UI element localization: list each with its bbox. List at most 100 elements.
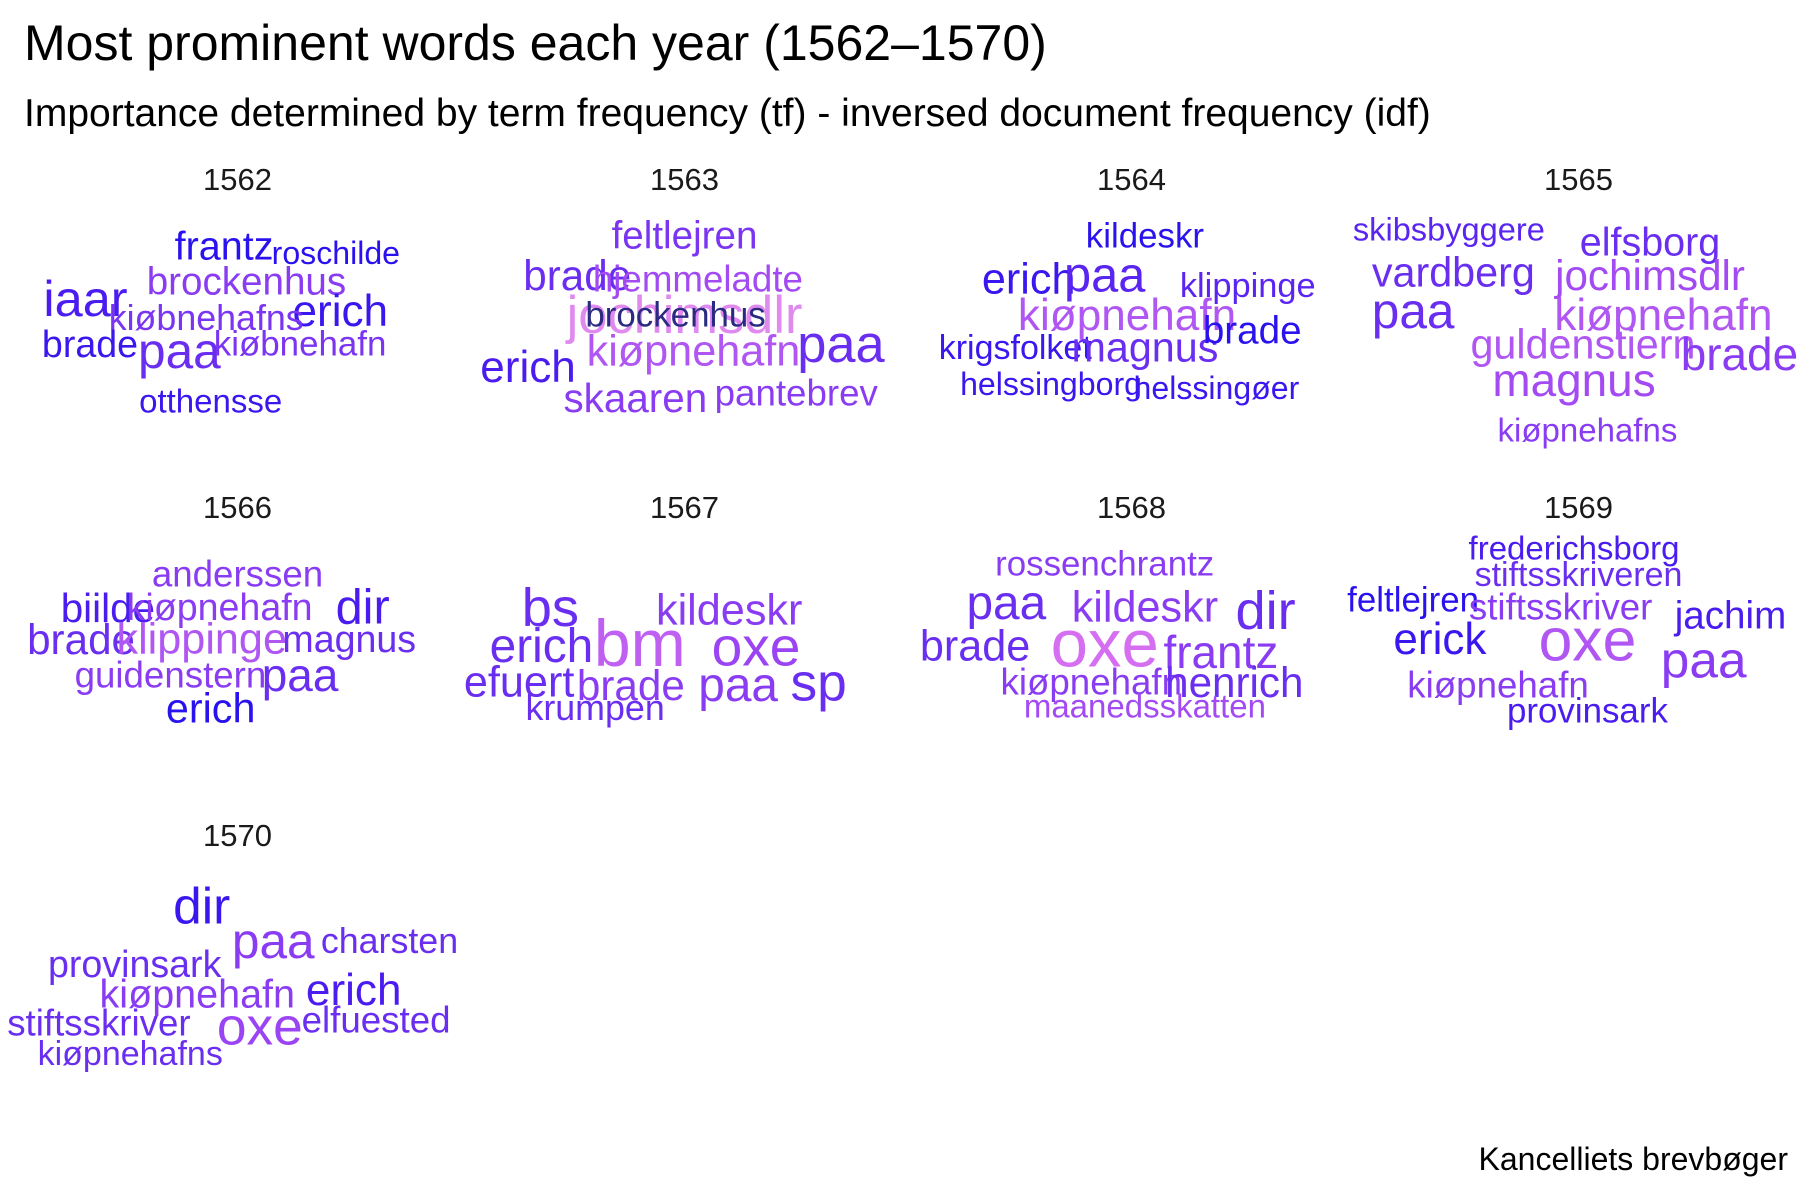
panel-year-label: 1565 [1544,162,1613,197]
word-dir: dir [1235,580,1296,641]
word-oxe: oxe [216,997,303,1057]
panel-year-label: 1570 [203,818,272,853]
word-provinsark: provinsark [1506,692,1668,732]
word-magnus: magnus [1492,354,1656,407]
word-kiøpnehafn: kiøpnehafn [126,585,313,628]
word-helssingborg: helssingborg [960,366,1142,403]
word-kiøpnehafn: kiøpnehafn [99,971,295,1016]
word-frantz: frantz [174,223,274,268]
wordcloud-panel-1565: 1565 skibsbyggere elfsborg vardberg jochimsd… [1352,162,1800,496]
word-paa: paa [231,913,315,970]
word-kildeskr: kildeskr [1071,582,1219,631]
word-jochimsdlr: jochimsdlr [566,286,803,345]
word-iaar: iaar [43,269,128,327]
word-erich: erich [165,685,256,732]
word-stiftsskriveren: stiftsskriveren [1474,555,1683,594]
word-kildeskr: kildeskr [655,586,803,635]
word-klippinge: klippinge [1179,266,1316,305]
word-frederichsborg: frederichsborg [1468,529,1680,567]
word-dir: dir [173,876,231,935]
word-magnus: magnus [282,618,417,661]
word-paa: paa [261,649,339,702]
word-oxe: oxe [1538,606,1637,675]
word-elfsborg: elfsborg [1579,220,1721,265]
word-skibsbyggere: skibsbyggere [1352,211,1545,249]
word-helssingøer: helssingøer [1133,369,1300,406]
wordcloud-panel-1570: 1570 dir paa charsten provinsark kiøpnehafn er… [7,818,461,1152]
word-oxe: oxe [1050,606,1159,682]
chart-subtitle: Importance determined by term frequency … [24,92,1431,135]
word-sp: sp [790,653,847,713]
word-otthensse: otthensse [139,382,283,420]
panel-year-label: 1566 [203,490,272,525]
word-feltlejren: feltlejren [611,214,758,258]
panel-year-label: 1563 [650,162,719,197]
word-kiøpnehafn: kiøpnehafn [1554,290,1773,340]
word-kiøpnehafns: kiøpnehafns [37,1034,223,1073]
word-biilde: biilde [60,584,156,631]
word-kiøpnehafn: kiøpnehafn [1000,661,1183,703]
word-guidenstern: guidenstern [74,655,267,697]
word-oxe: oxe [711,615,801,678]
word-dir: dir [335,580,390,635]
word-erick: erick [1393,615,1487,665]
word-kiøpnehafn: kiøpnehafn [586,327,801,376]
word-brade: brade [576,662,685,710]
wordcloud-panel-1563: 1563 feltlejren brade hjemmeladte jochimsdlr… [461,162,908,496]
word-klippinge: klippinge [116,615,287,664]
wordcloud-panel-1564: 1564 kildeskr erich paa klippinge kiøpnehafn k… [908,162,1355,496]
word-brockenhus: brockenhus [585,295,766,335]
word-krumpen: krumpen [525,688,665,729]
wordcloud-panel-1562: 1562 iaar frantz roschilde brockenhus erich ki… [14,162,461,496]
panel-year-label: 1562 [203,162,272,197]
word-stiftsskriver: stiftsskriver [1468,586,1653,628]
word-vardberg: vardberg [1371,249,1535,296]
word-paa: paa [698,659,778,713]
word-kiøbnehafn: kiøbnehafn [213,324,387,364]
word-brade: brade [1202,309,1302,353]
word-roschilde: roschilde [271,235,401,272]
chart-title: Most prominent words each year (1562–157… [24,15,1047,71]
panel-year-label: 1567 [650,490,719,525]
word-pantebrev: pantebrev [714,372,878,414]
word-elfuested: elfuested [301,999,451,1041]
word-magnus: magnus [1071,324,1219,371]
panel-year-label: 1569 [1544,490,1613,525]
word-erich: erich [292,287,389,337]
wordcloud-panel-1567: 1567 bs kildeskr erich bm oxe efuert brade paa sp… [461,490,908,824]
word-paa: paa [797,315,885,374]
word-maanedsskatten: maanedsskatten [1023,687,1266,725]
word-henrich: henrich [1165,658,1304,706]
word-paa: paa [1064,248,1146,303]
word-erich: erich [489,619,594,673]
word-rossenchrantz: rossenchrantz [995,544,1215,584]
word-paa: paa [1371,283,1455,340]
word-efuert: efuert [463,658,575,707]
word-erich: erich [305,966,402,1016]
word-jachim: jachim [1674,595,1787,639]
panel-year-label: 1568 [1097,490,1166,525]
word-paa: paa [966,577,1047,631]
word-bm: bm [593,606,686,681]
wordcloud-panel-1568: 1568 rossenchrantz paa kildeskr dir brade oxe f… [908,490,1355,824]
word-provinsark: provinsark [48,943,222,986]
word-krigsfolket: krigsfolket [938,329,1092,368]
wordcloud-panel-1566: 1566 anderssen biilde kiøpnehafn dir brade kli… [14,490,461,824]
word-kiøbnehafns: kiøbnehafns [108,297,304,338]
word-brade: brade [523,252,632,300]
word-anderssen: anderssen [151,553,324,595]
word-kiøpnehafn: kiøpnehafn [1017,290,1237,340]
wordcloud-panel-1569: 1569 frederichsborg stiftsskriveren feltlej… [1347,490,1800,824]
word-brockenhus: brockenhus [146,260,347,304]
word-paa: paa [138,322,221,379]
word-hjemmeladte: hjemmeladte [592,258,803,300]
word-erich: erich [981,254,1076,303]
word-kiøpnehafns: kiøpnehafns [1497,411,1678,449]
word-feltlejren: feltlejren [1347,580,1480,620]
word-stiftsskriver: stiftsskriver [7,1002,191,1044]
panel-year-label: 1564 [1097,162,1166,197]
word-kiøpnehafn: kiøpnehafn [1407,664,1589,706]
word-kildeskr: kildeskr [1085,216,1205,256]
word-brade: brade [27,616,135,664]
word-skaaren: skaaren [563,374,708,421]
